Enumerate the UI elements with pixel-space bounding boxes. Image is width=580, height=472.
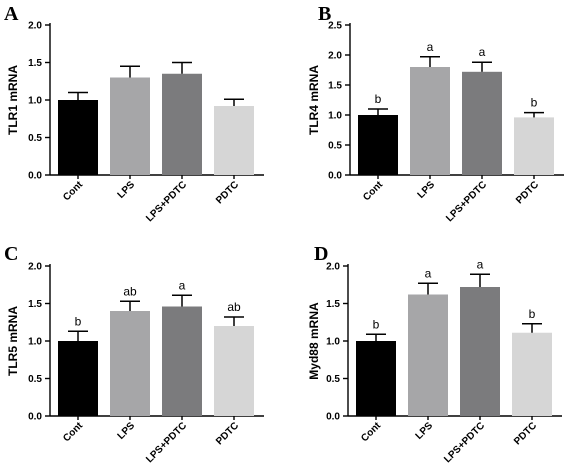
bar-lps-pdtc <box>162 73 202 175</box>
significance-label: a <box>179 278 186 292</box>
x-tick-label: LPS <box>116 179 138 201</box>
chart-panel-d: D Myd88 mRNA 0.0 0.5 1.0 1.5 2.0 Cont b LPS a LPS+P… <box>307 243 562 465</box>
x-tick-label: Cont <box>361 179 385 203</box>
x-tick-label: LPS+PDTC <box>442 420 487 465</box>
y-tick-label: 1.5 <box>28 299 42 310</box>
significance-label: b <box>375 92 382 106</box>
significance-label: b <box>75 314 82 328</box>
bar-pdtc <box>512 332 552 416</box>
y-tick-label: 0.5 <box>326 374 340 385</box>
y-tick-label: 0.5 <box>28 374 42 385</box>
y-tick-label: 0.0 <box>28 412 42 423</box>
bar-lps <box>110 77 150 175</box>
y-tick-label: 0.5 <box>28 133 42 144</box>
significance-label: a <box>427 40 434 54</box>
y-tick-label: 0.0 <box>326 412 340 423</box>
y-tick-label: 0.0 <box>28 171 42 182</box>
y-tick-label: 1.5 <box>326 299 340 310</box>
x-tick-label: PDTC <box>514 179 541 206</box>
significance-label: ab <box>123 284 137 298</box>
y-tick-label: 2.0 <box>28 21 42 32</box>
x-tick-label: PDTC <box>214 179 241 206</box>
y-tick-label: 2.0 <box>328 51 342 62</box>
x-tick-label: Cont <box>61 420 85 444</box>
y-tick-label: 0.0 <box>328 171 342 182</box>
bar-lps-pdtc <box>162 306 202 416</box>
y-tick-label: 0.5 <box>328 141 342 152</box>
bar-lps <box>410 67 450 175</box>
x-tick-label: LPS+PDTC <box>144 420 189 465</box>
bar-pdtc <box>214 326 254 416</box>
y-axis-label: TLR4 mRNA <box>307 65 321 135</box>
y-axis-label: TLR1 mRNA <box>6 65 20 135</box>
panel-letter: D <box>314 243 328 265</box>
x-tick-label: LPS <box>116 420 138 442</box>
x-tick-label: LPS <box>414 420 436 442</box>
y-tick-label: 1.0 <box>328 111 342 122</box>
significance-label: a <box>477 257 484 271</box>
y-tick-label: 1.5 <box>328 81 342 92</box>
significance-label: a <box>425 266 432 280</box>
x-tick-label: PDTC <box>512 420 539 447</box>
panel-letter: C <box>4 243 18 265</box>
x-tick-label: Cont <box>61 179 85 203</box>
bar-lps <box>408 294 448 416</box>
bar-pdtc <box>514 117 554 175</box>
x-tick-label: Cont <box>359 420 383 444</box>
y-tick-label: 1.0 <box>28 337 42 348</box>
significance-label: ab <box>227 300 241 314</box>
bar-lps-pdtc <box>462 71 502 175</box>
x-tick-label: LPS <box>416 179 438 201</box>
chart-panel-b: B TLR4 mRNA 0.0 0.5 1.0 1.5 2.0 2.5 Cont b LPS a LPS… <box>307 3 564 224</box>
significance-label: b <box>529 307 536 321</box>
bar-lps-pdtc <box>460 287 500 416</box>
bar-cont <box>358 115 398 175</box>
significance-label: a <box>479 45 486 59</box>
panel-letter: B <box>318 3 331 25</box>
y-tick-label: 2.5 <box>328 21 342 32</box>
y-tick-label: 2.0 <box>28 262 42 273</box>
chart-panel-a: A TLR1 mRNA 0.0 0.5 1.0 1.5 2.0 Cont LPS LPS+PDTC… <box>4 3 264 224</box>
bar-cont <box>356 341 396 416</box>
y-tick-label: 1.5 <box>28 58 42 69</box>
x-tick-label: LPS+PDTC <box>144 179 189 224</box>
y-axis-label: TLR5 mRNA <box>6 306 20 376</box>
significance-label: b <box>373 317 380 331</box>
bar-pdtc <box>214 106 254 175</box>
y-tick-label: 2.0 <box>326 262 340 273</box>
y-tick-label: 1.0 <box>28 96 42 107</box>
chart-panel-c: C TLR5 mRNA 0.0 0.5 1.0 1.5 2.0 Cont b LPS ab LPS+P… <box>4 243 264 465</box>
bar-cont <box>58 100 98 175</box>
bar-lps <box>110 311 150 416</box>
x-tick-label: PDTC <box>214 420 241 447</box>
bar-cont <box>58 341 98 416</box>
x-tick-label: LPS+PDTC <box>444 179 489 224</box>
panel-letter: A <box>4 3 19 25</box>
y-tick-label: 1.0 <box>326 337 340 348</box>
y-axis-label: Myd88 mRNA <box>307 302 321 380</box>
significance-label: b <box>531 96 538 110</box>
